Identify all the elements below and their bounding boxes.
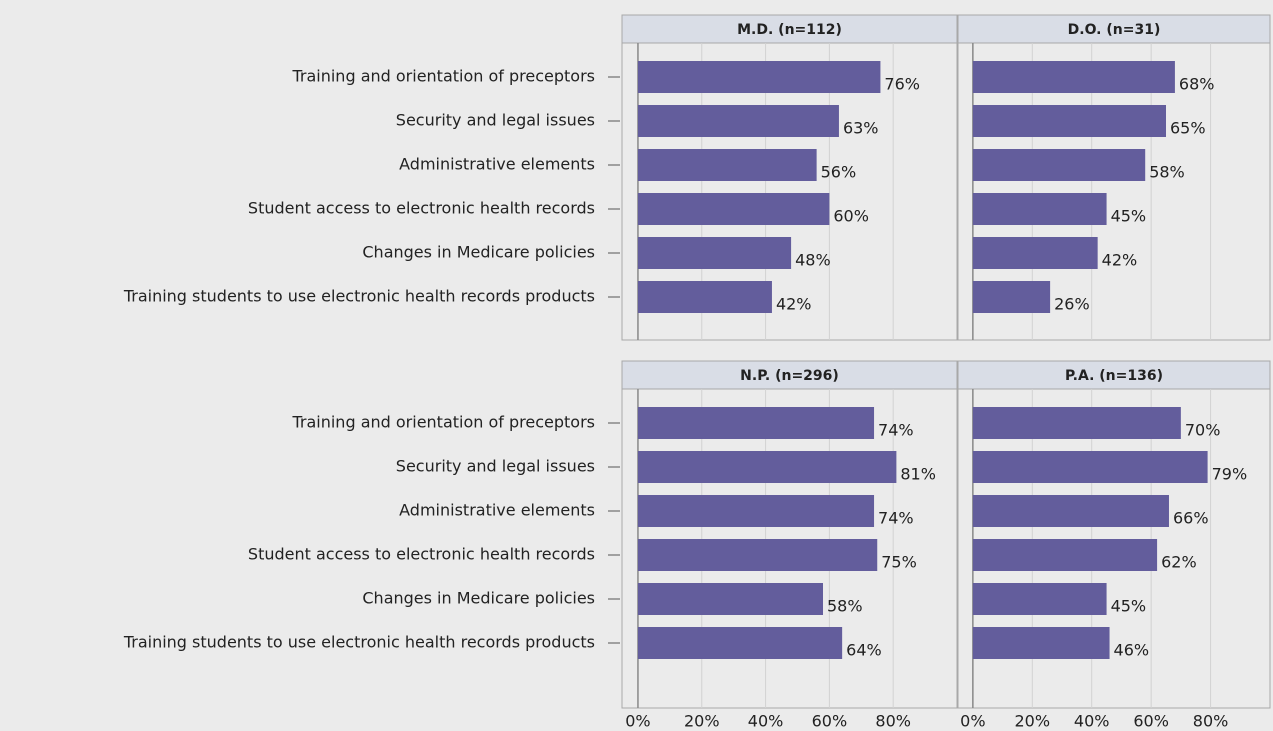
bar [972,281,1051,313]
y-tick-label: Training students to use electronic heal… [123,287,595,306]
y-tick-label: Administrative elements [399,501,595,520]
bar-label: 75% [881,553,917,572]
x-tick-label: 80% [875,712,911,731]
bar-label: 81% [900,465,936,484]
bar-label: 60% [833,207,869,226]
y-tick-label: Student access to electronic health reco… [248,199,595,218]
panel-title: M.D. (n=112) [737,22,842,38]
y-tick-label: Student access to electronic health reco… [248,545,595,564]
bar [637,539,878,571]
panel-title: D.O. (n=31) [1068,22,1161,38]
bar-label: 65% [1170,119,1206,138]
bar-label: 56% [821,163,857,182]
bar [972,451,1208,483]
bar [972,105,1166,137]
y-tick-label: Changes in Medicare policies [362,243,595,262]
bar [637,627,843,659]
bar-label: 74% [878,421,914,440]
x-tick-label: 0% [625,712,650,731]
bar [972,193,1107,225]
y-tick-label: Security and legal issues [396,457,595,476]
x-tick-label: 40% [1074,712,1110,731]
bar [972,539,1158,571]
bar [972,627,1110,659]
y-tick-label: Changes in Medicare policies [362,589,595,608]
bar [637,281,772,313]
bar [637,237,792,269]
bar [972,237,1098,269]
bar-label: 64% [846,641,882,660]
panel-title: P.A. (n=136) [1065,368,1163,384]
bar-label: 48% [795,251,831,270]
panel-header [957,360,1271,390]
bar-label: 26% [1054,295,1090,314]
bar [637,61,881,93]
bar-label: 66% [1173,509,1209,528]
x-tick-label: 60% [812,712,848,731]
bar [972,583,1107,615]
bar [972,495,1169,527]
bar [637,495,875,527]
bar [637,451,897,483]
bar-label: 76% [884,75,920,94]
bar [637,407,875,439]
x-tick-label: 20% [1015,712,1051,731]
panel-title: N.P. (n=296) [740,368,839,384]
x-tick-label: 40% [748,712,784,731]
x-tick-label: 60% [1133,712,1169,731]
panel-header [957,14,1271,44]
bar [972,407,1181,439]
bar-label: 62% [1161,553,1197,572]
bar-label: 42% [776,295,812,314]
x-tick-label: 80% [1193,712,1229,731]
y-tick-label: Training and orientation of preceptors [291,413,595,432]
y-tick-label: Training students to use electronic heal… [123,633,595,652]
bar-label: 70% [1185,421,1221,440]
bar [637,583,823,615]
y-tick-label: Training and orientation of preceptors [291,67,595,86]
bar [972,61,1175,93]
bar-label: 58% [1149,163,1185,182]
panel-header [621,14,958,44]
x-tick-label: 20% [684,712,720,731]
bar-label: 45% [1111,207,1147,226]
bar [637,105,839,137]
bar-label: 74% [878,509,914,528]
panel-header [621,360,958,390]
bar [972,149,1146,181]
y-tick-label: Security and legal issues [396,111,595,130]
bar [637,149,817,181]
x-tick-label: 0% [960,712,985,731]
bar-label: 68% [1179,75,1215,94]
bar-label: 45% [1111,597,1147,616]
bar-label: 46% [1114,641,1150,660]
bar-label: 63% [843,119,879,138]
bar [637,193,830,225]
y-tick-label: Administrative elements [399,155,595,174]
bar-label: 58% [827,597,863,616]
bar-label: 42% [1102,251,1138,270]
bar-label: 79% [1212,465,1248,484]
